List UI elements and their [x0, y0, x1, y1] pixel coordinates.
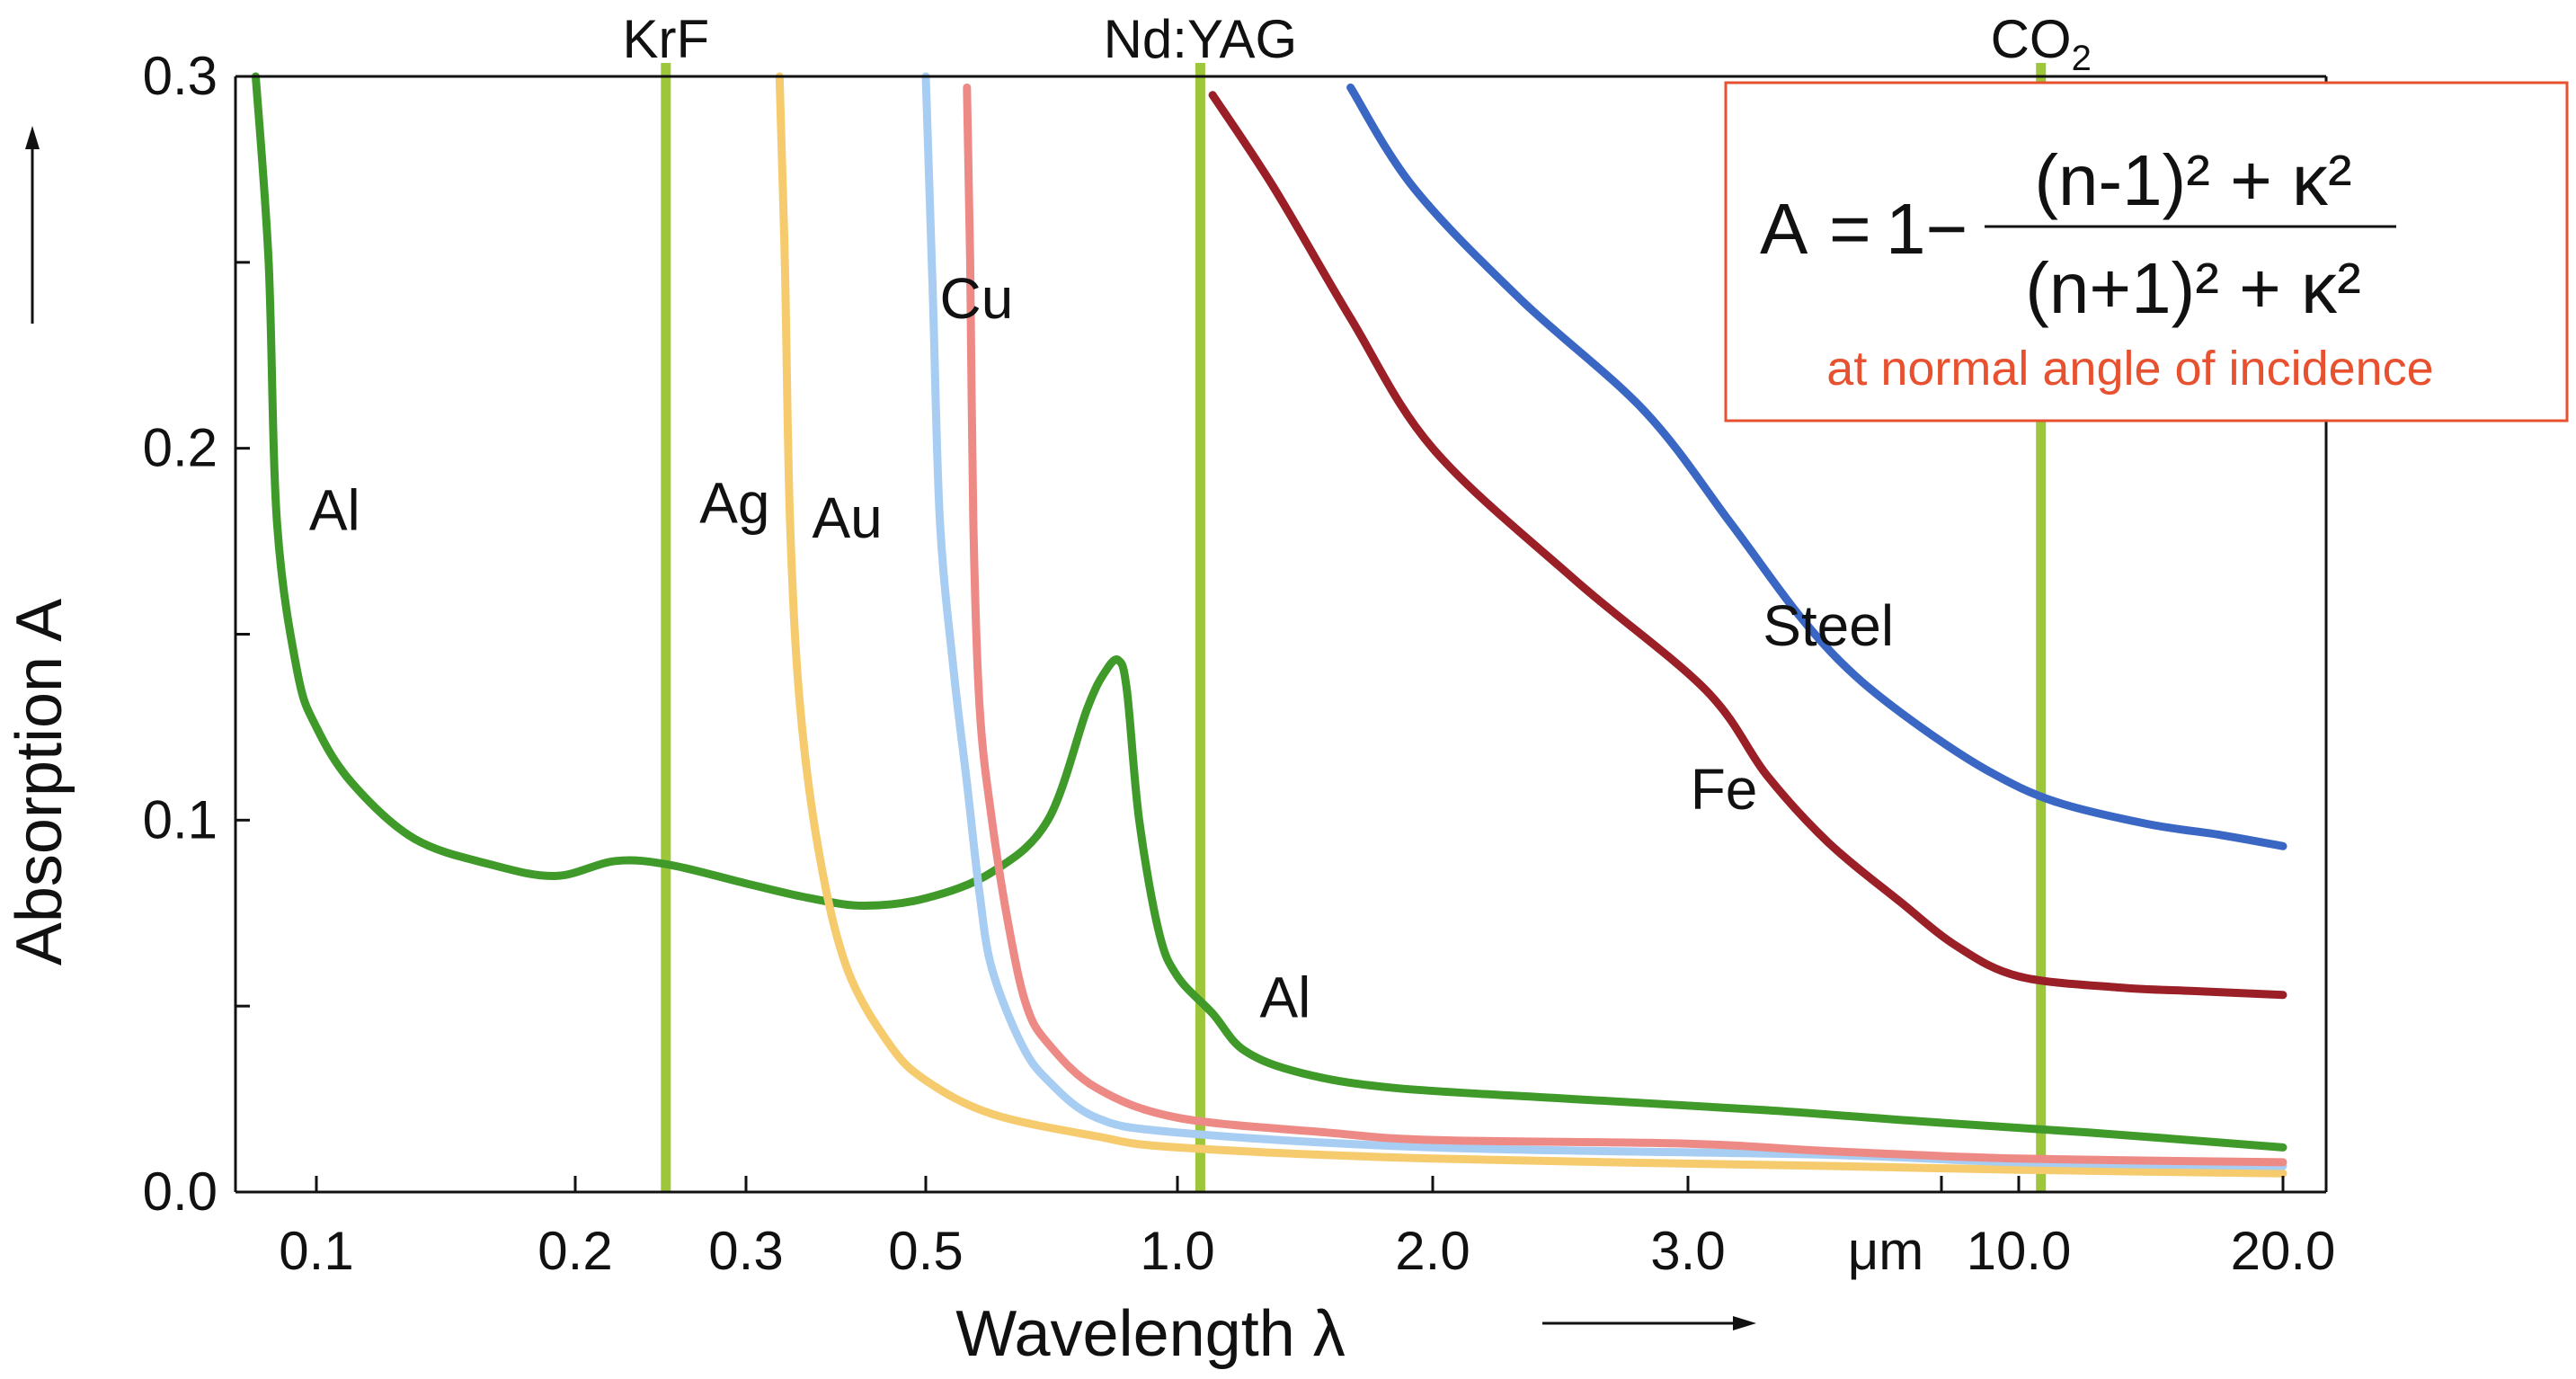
series-label: Al	[309, 478, 360, 543]
y-tick-label: 0.0	[143, 1161, 218, 1222]
y-axis-arrow	[25, 126, 40, 324]
series-curves	[252, 72, 2287, 1178]
laser-label: CO2	[1991, 9, 2092, 78]
x-tick-label: 0.2	[537, 1221, 612, 1281]
formula-border	[1724, 81, 2569, 423]
series-line-ag	[775, 72, 2287, 1178]
series-line-al	[252, 72, 2287, 1152]
series-line-fe	[1208, 91, 2287, 1000]
laser-label: Nd:YAG	[1104, 9, 1298, 69]
x-axis-arrow	[1542, 1316, 1756, 1330]
y-ticks: 0.0 0.1 0.2 0.3	[143, 46, 250, 1222]
formula-equals: =	[1829, 189, 1871, 269]
formula-numerator: (n-1)² + κ²	[2034, 140, 2351, 220]
formula-one-minus: 1−	[1886, 189, 1968, 269]
series-line-cu	[963, 83, 2287, 1167]
y-tick-label: 0.1	[143, 789, 218, 850]
series-label: Steel	[1763, 593, 1894, 658]
x-tick-label: 20.0	[2231, 1221, 2336, 1281]
series-label: Cu	[940, 266, 1014, 331]
x-axis-title: Wavelength λ	[955, 1298, 1346, 1370]
x-tick-label: 1.0	[1140, 1221, 1214, 1281]
series-label: Al	[1259, 965, 1310, 1030]
y-tick-label: 0.3	[143, 46, 218, 106]
series-labels: Al Ag Au Cu Al Fe Steel	[309, 266, 1894, 1030]
x-unit-label: μm	[1848, 1221, 1924, 1281]
x-tick-label: 0.1	[279, 1221, 353, 1281]
x-tick-label: 0.3	[708, 1221, 783, 1281]
y-axis-title: Absorption A	[4, 599, 76, 965]
x-tick-label: 3.0	[1650, 1221, 1725, 1281]
laser-label: KrF	[622, 9, 709, 69]
x-tick-label: 0.5	[888, 1221, 963, 1281]
series-line-steel	[1346, 83, 2287, 850]
x-ticks: 0.1 0.2 0.3 0.5 1.0 2.0 3.0 10.0 20.0	[279, 1176, 2335, 1281]
y-tick-label: 0.2	[143, 418, 218, 478]
formula-note: at normal angle of incidence	[1826, 342, 2433, 396]
series-label: Au	[812, 485, 882, 550]
formula-box: A = 1− (n-1)² + κ² (n+1)² + κ² at normal…	[1724, 81, 2569, 423]
formula-denominator: (n+1)² + κ²	[2025, 248, 2360, 328]
x-tick-label: 10.0	[1967, 1221, 2072, 1281]
x-tick-label: 2.0	[1395, 1221, 1470, 1281]
formula-lhs: A	[1760, 189, 1808, 269]
series-label: Ag	[699, 470, 769, 535]
series-label: Fe	[1691, 757, 1758, 822]
